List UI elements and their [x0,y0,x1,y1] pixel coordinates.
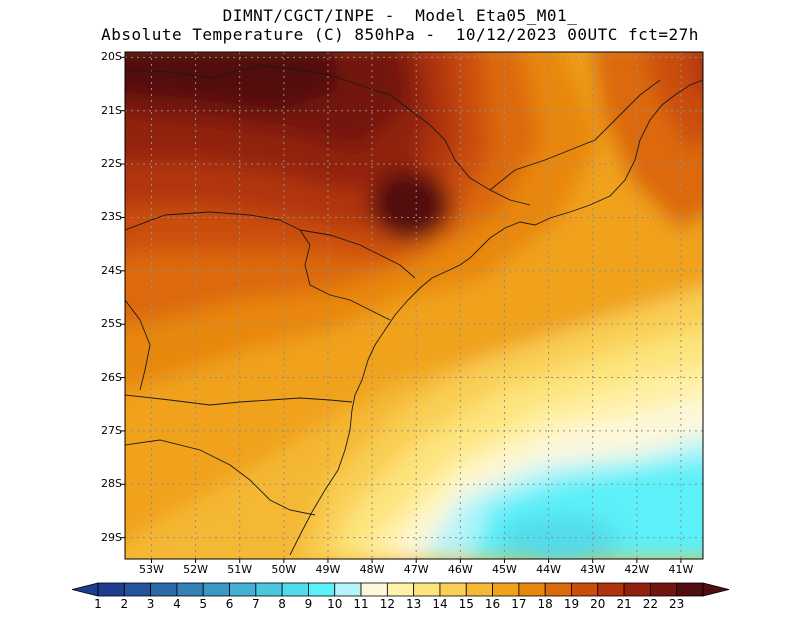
colorbar-swatch [360,582,388,597]
colorbar-label: 2 [120,597,129,611]
temp-zone-23 [125,52,340,110]
lat-label: 27S [101,423,122,437]
state-border-mg-rj [489,79,661,191]
graticule [125,52,703,559]
colorbar-label: 12 [379,597,395,611]
colorbar-label: 5 [199,597,208,611]
country-border-west [125,299,151,391]
colorbar-swatch [413,582,441,597]
colorbar-label: 10 [327,597,343,611]
state-border-pr [125,211,391,321]
temperature-field [125,52,703,559]
temp-zone-8 [500,515,620,559]
colorbar-label: 8 [278,597,286,611]
lat-label: 28S [101,477,122,491]
colorbar-label: 22 [642,597,659,611]
colorbar-label: 20 [590,597,606,611]
colorbar-label: 19 [563,597,580,611]
lon-label: 43W [580,563,606,576]
lat-label: 22S [101,157,122,171]
lon-label: 46W [447,563,473,576]
colorbar-swatch [386,582,415,597]
lat-label: 25S [101,317,122,331]
colorbar-label: 11 [353,597,369,611]
colorbar-label: 6 [225,597,234,611]
state-border-sp-pr [299,229,416,279]
colorbar-swatch [439,582,467,597]
colorbar-swatch [597,582,625,597]
colorbar-label: 23 [669,597,685,611]
lon-label: 48W [359,563,385,576]
lon-label: 51W [227,563,253,576]
colorbar-swatch [676,582,704,597]
coastline [289,79,703,556]
axis-ticks [121,56,682,563]
figure-title-line2: Absolute Temperature (C) 850hPa - 10/12/… [101,25,699,44]
colorbar [71,582,730,597]
colorbar-label: 1 [94,597,102,611]
boundaries [125,64,703,556]
colorbar-swatch [123,582,152,597]
map-frame [124,51,704,560]
colorbar-label: 9 [304,597,313,611]
lat-label: 24S [101,263,122,277]
warm-core-coast [370,170,450,240]
temp-zone-east-20 [684,52,703,100]
lat-label: 21S [101,103,122,117]
lon-label: 49W [315,563,341,576]
state-border-sp-mg [125,64,531,206]
colorbar-swatch [623,582,651,597]
state-border-rs [125,439,316,516]
colorbar-label: 17 [511,597,527,611]
colorbar-label: 3 [146,597,155,611]
lon-label: 41W [668,563,694,576]
colorbar-min-arrow [71,582,99,597]
lat-label: 20S [101,50,122,64]
colorbar-label: 16 [484,597,501,611]
colorbar-swatch [281,582,309,597]
lon-label: 47W [403,563,429,576]
colorbar-swatch [518,582,546,597]
colorbar-swatch [150,582,178,597]
colorbar-swatch [465,582,493,597]
colorbar-label: 18 [537,597,553,611]
lon-label: 45W [492,563,517,576]
colorbar-swatch [571,582,599,597]
lon-label: 53W [139,563,164,576]
colorbar-label: 21 [616,597,632,611]
colorbar-label: 7 [251,597,260,611]
lat-label: 23S [101,210,122,224]
lon-label: 44W [536,563,561,576]
colorbar-swatch [544,582,572,597]
colorbar-swatch [255,582,283,597]
colorbar-label: 15 [458,597,474,611]
colorbar-swatch [202,582,230,597]
lat-label: 29S [101,530,122,544]
state-border-sc [125,394,353,406]
lat-label: 26S [101,370,122,384]
colorbar-swatch [97,582,125,597]
colorbar-label: 13 [406,597,422,611]
colorbar-swatch [649,582,678,597]
colorbar-swatch [334,582,362,597]
colorbar-swatch [176,582,204,597]
temp-zone-east-19 [644,52,703,150]
figure-title-line1: DIMNT/CGCT/INPE - Model Eta05_M01_ [222,6,578,25]
lon-label: 42W [624,563,650,576]
colorbar-label: 4 [173,597,181,611]
colorbar-swatch [492,582,520,597]
colorbar-swatch [308,582,336,597]
lon-label: 50W [271,563,297,576]
colorbar-label: 14 [432,597,448,611]
colorbar-swatch [229,582,257,597]
lon-label: 52W [183,563,209,576]
colorbar-max-arrow [702,582,730,597]
